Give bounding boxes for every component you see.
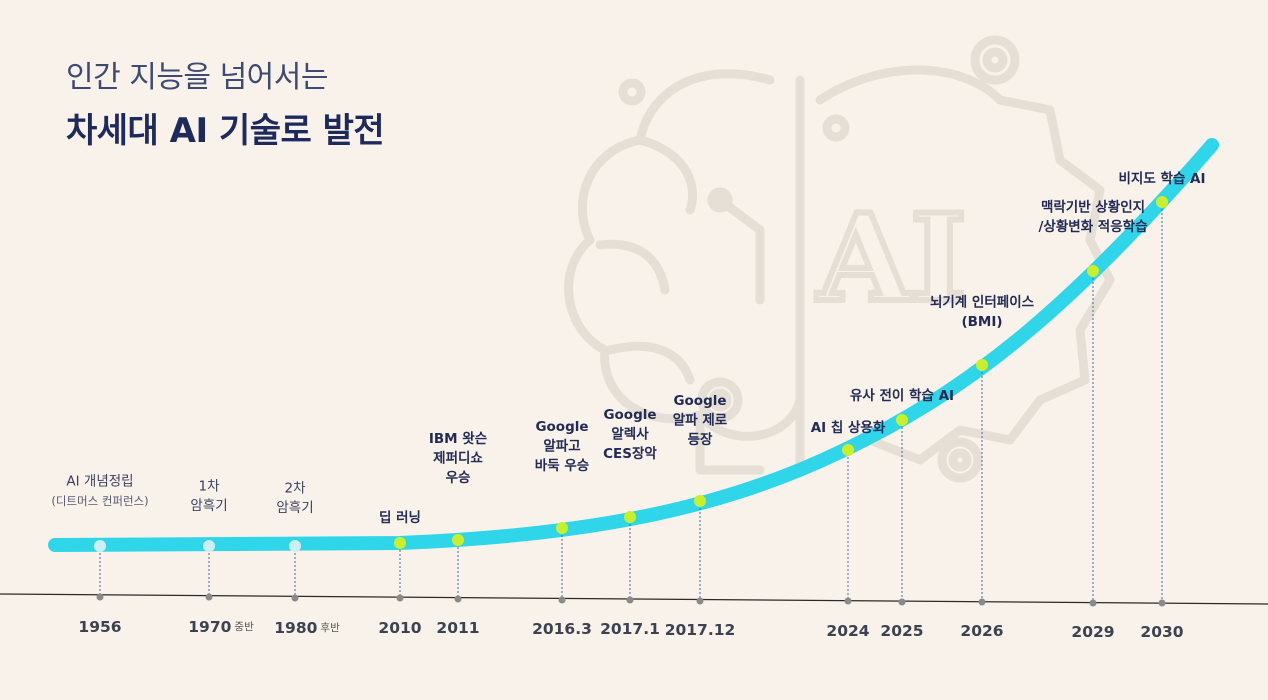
milestone-label: Google <box>603 407 656 423</box>
axis-tick-dot <box>1158 599 1166 607</box>
milestone-label: 1차 <box>198 479 220 495</box>
milestone-year: 1970 중반 <box>188 618 254 636</box>
milestone-point <box>694 495 706 507</box>
milestone-point <box>896 414 908 426</box>
milestone-label: 알렉사 <box>611 426 649 443</box>
milestone-point <box>624 511 636 523</box>
milestone-label: Google <box>673 393 726 409</box>
axis-tick-dot <box>558 596 566 604</box>
ai-brain-watermark-icon <box>564 35 1115 483</box>
milestone-label: 등장 <box>688 431 713 448</box>
milestone-point <box>842 444 854 456</box>
milestone-point <box>1087 265 1099 277</box>
milestone-year: 2017.12 <box>665 621 736 639</box>
axis-tick-dot <box>626 596 634 604</box>
growth-curve <box>48 138 1219 552</box>
milestone-year: 2029 <box>1071 623 1114 641</box>
milestone-year: 2016.3 <box>532 620 592 638</box>
axis-tick-dot <box>978 598 986 606</box>
milestone-label: 유사 전이 학습 AI <box>850 387 954 404</box>
milestone-label: AI 개념정립 <box>66 474 133 490</box>
milestone-point <box>1156 196 1168 208</box>
milestone-point <box>452 534 464 546</box>
milestone-year: 2010 <box>378 619 421 637</box>
milestone-label: 우승 <box>446 470 471 486</box>
watermark-ai-text: AI <box>816 188 966 329</box>
milestone-label: 알파 제로 <box>673 413 728 429</box>
axis-tick-dot <box>396 594 404 602</box>
milestone-label: 맥락기반 상황인지 <box>1041 199 1145 216</box>
milestone-year: 2017.1 <box>600 620 660 638</box>
timeline-axis <box>0 593 1268 605</box>
milestone-point <box>289 540 301 552</box>
milestone-year: 2025 <box>880 622 923 640</box>
milestone-label: 뇌기계 인터페이스 <box>930 294 1035 311</box>
milestone-label: CES장악 <box>603 445 657 462</box>
axis-tick-dot <box>696 597 704 605</box>
axis-tick-dot <box>844 597 852 605</box>
milestone-label: AI 칩 상용화 <box>811 419 886 436</box>
milestone-point <box>394 537 406 549</box>
axis-tick-dot <box>96 593 104 601</box>
headline-title: 차세대 AI 기술로 발전 <box>66 111 385 151</box>
milestone-label: (BMI) <box>961 314 1002 330</box>
axis-tick-dot <box>454 595 462 603</box>
milestone-year: 1956 <box>78 618 121 636</box>
milestone-label: 2차 <box>284 481 306 497</box>
milestone-year-suffix: 후반 <box>320 622 340 634</box>
milestone-point <box>976 359 988 371</box>
milestone-label: 비지도 학습 AI <box>1119 171 1206 187</box>
milestone-label: 딥 러닝 <box>379 509 421 526</box>
milestone-year: 2030 <box>1140 623 1183 641</box>
milestone-label: Google <box>535 419 588 435</box>
milestone-year: 2024 <box>826 622 869 640</box>
milestone-label: 암흑기 <box>190 498 227 514</box>
milestone-label: /상황변화 적응학습 <box>1039 218 1148 235</box>
milestone-label: 제퍼디쇼 <box>433 451 483 467</box>
milestone-label: (디트머스 컨퍼런스) <box>51 494 148 508</box>
axis-tick-dot <box>291 594 299 602</box>
milestone-year: 1980 후반 <box>274 619 340 637</box>
milestone-label: 바둑 우승 <box>535 458 589 474</box>
axis-tick-dot <box>1089 599 1097 607</box>
axis-tick-dot <box>898 598 906 606</box>
headline-subtitle: 인간 지능을 넘어서는 <box>66 60 328 95</box>
milestone-label: 암흑기 <box>276 500 313 516</box>
milestone-label: IBM 왓슨 <box>429 431 487 447</box>
milestone-year: 2026 <box>960 622 1003 640</box>
milestone-point <box>94 540 106 552</box>
milestone-point <box>203 540 215 552</box>
milestone-label: 알파고 <box>543 439 580 455</box>
milestone-year: 2011 <box>436 619 479 637</box>
axis-tick-dot <box>205 593 213 601</box>
milestone-point <box>556 522 568 534</box>
milestone-year-suffix: 중반 <box>234 621 254 633</box>
